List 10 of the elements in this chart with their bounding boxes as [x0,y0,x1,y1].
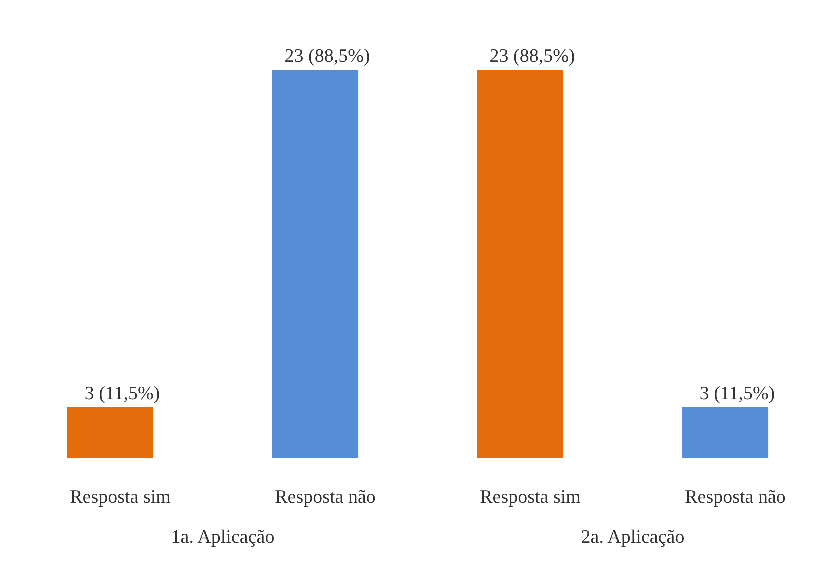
text: 1a. Aplicação [171,527,275,548]
x-tick-label: Resposta sim [480,487,582,508]
x-tick-label: Resposta sim [70,487,172,508]
data-label: 3 (11,5%) [84,383,160,404]
text: 2a. Aplicação [581,527,685,548]
x-tick-label: Resposta não [275,487,376,508]
data-label: 23 (88,5%) [284,46,370,67]
x-tick-label: Resposta não [685,487,786,508]
data-label: 23 (88,5%) [490,46,576,67]
data-label: 3 (11,5%) [700,383,776,404]
